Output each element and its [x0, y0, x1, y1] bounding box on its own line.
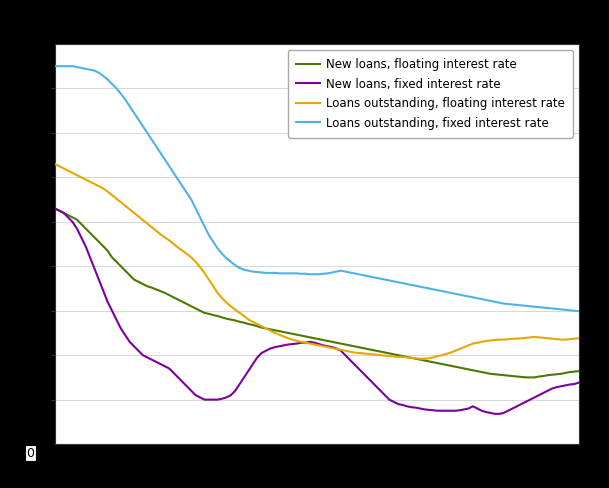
Loans outstanding, floating interest rate — [417, 356, 424, 362]
Loans outstanding, floating interest rate — [412, 355, 420, 361]
New loans, floating interest rate — [522, 374, 529, 380]
New loans, floating interest rate — [161, 290, 169, 296]
New loans, floating interest rate — [51, 205, 58, 211]
New loans, floating interest rate — [561, 370, 569, 376]
Line: New loans, floating interest rate: New loans, floating interest rate — [55, 208, 579, 377]
New loans, floating interest rate — [575, 368, 582, 374]
New loans, floating interest rate — [192, 305, 199, 311]
Legend: New loans, floating interest rate, New loans, fixed interest rate, Loans outstan: New loans, floating interest rate, New l… — [287, 50, 572, 138]
Loans outstanding, fixed interest rate — [557, 306, 565, 312]
New loans, fixed interest rate — [192, 392, 199, 398]
New loans, floating interest rate — [465, 366, 472, 372]
New loans, fixed interest rate — [491, 411, 499, 417]
Loans outstanding, fixed interest rate — [342, 268, 349, 274]
New loans, fixed interest rate — [465, 406, 472, 411]
New loans, fixed interest rate — [575, 380, 582, 386]
Line: New loans, fixed interest rate: New loans, fixed interest rate — [55, 208, 579, 414]
New loans, fixed interest rate — [412, 405, 420, 410]
New loans, floating interest rate — [342, 342, 349, 347]
New loans, fixed interest rate — [51, 205, 58, 211]
Loans outstanding, floating interest rate — [561, 337, 569, 343]
Loans outstanding, fixed interest rate — [465, 294, 472, 300]
Loans outstanding, fixed interest rate — [161, 157, 169, 163]
New loans, fixed interest rate — [161, 364, 169, 369]
Loans outstanding, floating interest rate — [161, 234, 169, 240]
New loans, fixed interest rate — [561, 383, 569, 388]
Loans outstanding, floating interest rate — [51, 161, 58, 167]
New loans, floating interest rate — [412, 356, 420, 362]
Loans outstanding, floating interest rate — [342, 348, 349, 354]
Loans outstanding, fixed interest rate — [51, 63, 58, 69]
Text: 0: 0 — [26, 447, 35, 460]
Loans outstanding, floating interest rate — [192, 259, 199, 264]
Loans outstanding, fixed interest rate — [192, 205, 199, 211]
New loans, fixed interest rate — [342, 352, 349, 358]
Loans outstanding, floating interest rate — [470, 341, 477, 346]
Loans outstanding, fixed interest rate — [575, 308, 582, 314]
Line: Loans outstanding, fixed interest rate: Loans outstanding, fixed interest rate — [55, 66, 579, 311]
Loans outstanding, floating interest rate — [575, 335, 582, 341]
Line: Loans outstanding, floating interest rate: Loans outstanding, floating interest rat… — [55, 164, 579, 359]
Loans outstanding, fixed interest rate — [412, 283, 420, 289]
